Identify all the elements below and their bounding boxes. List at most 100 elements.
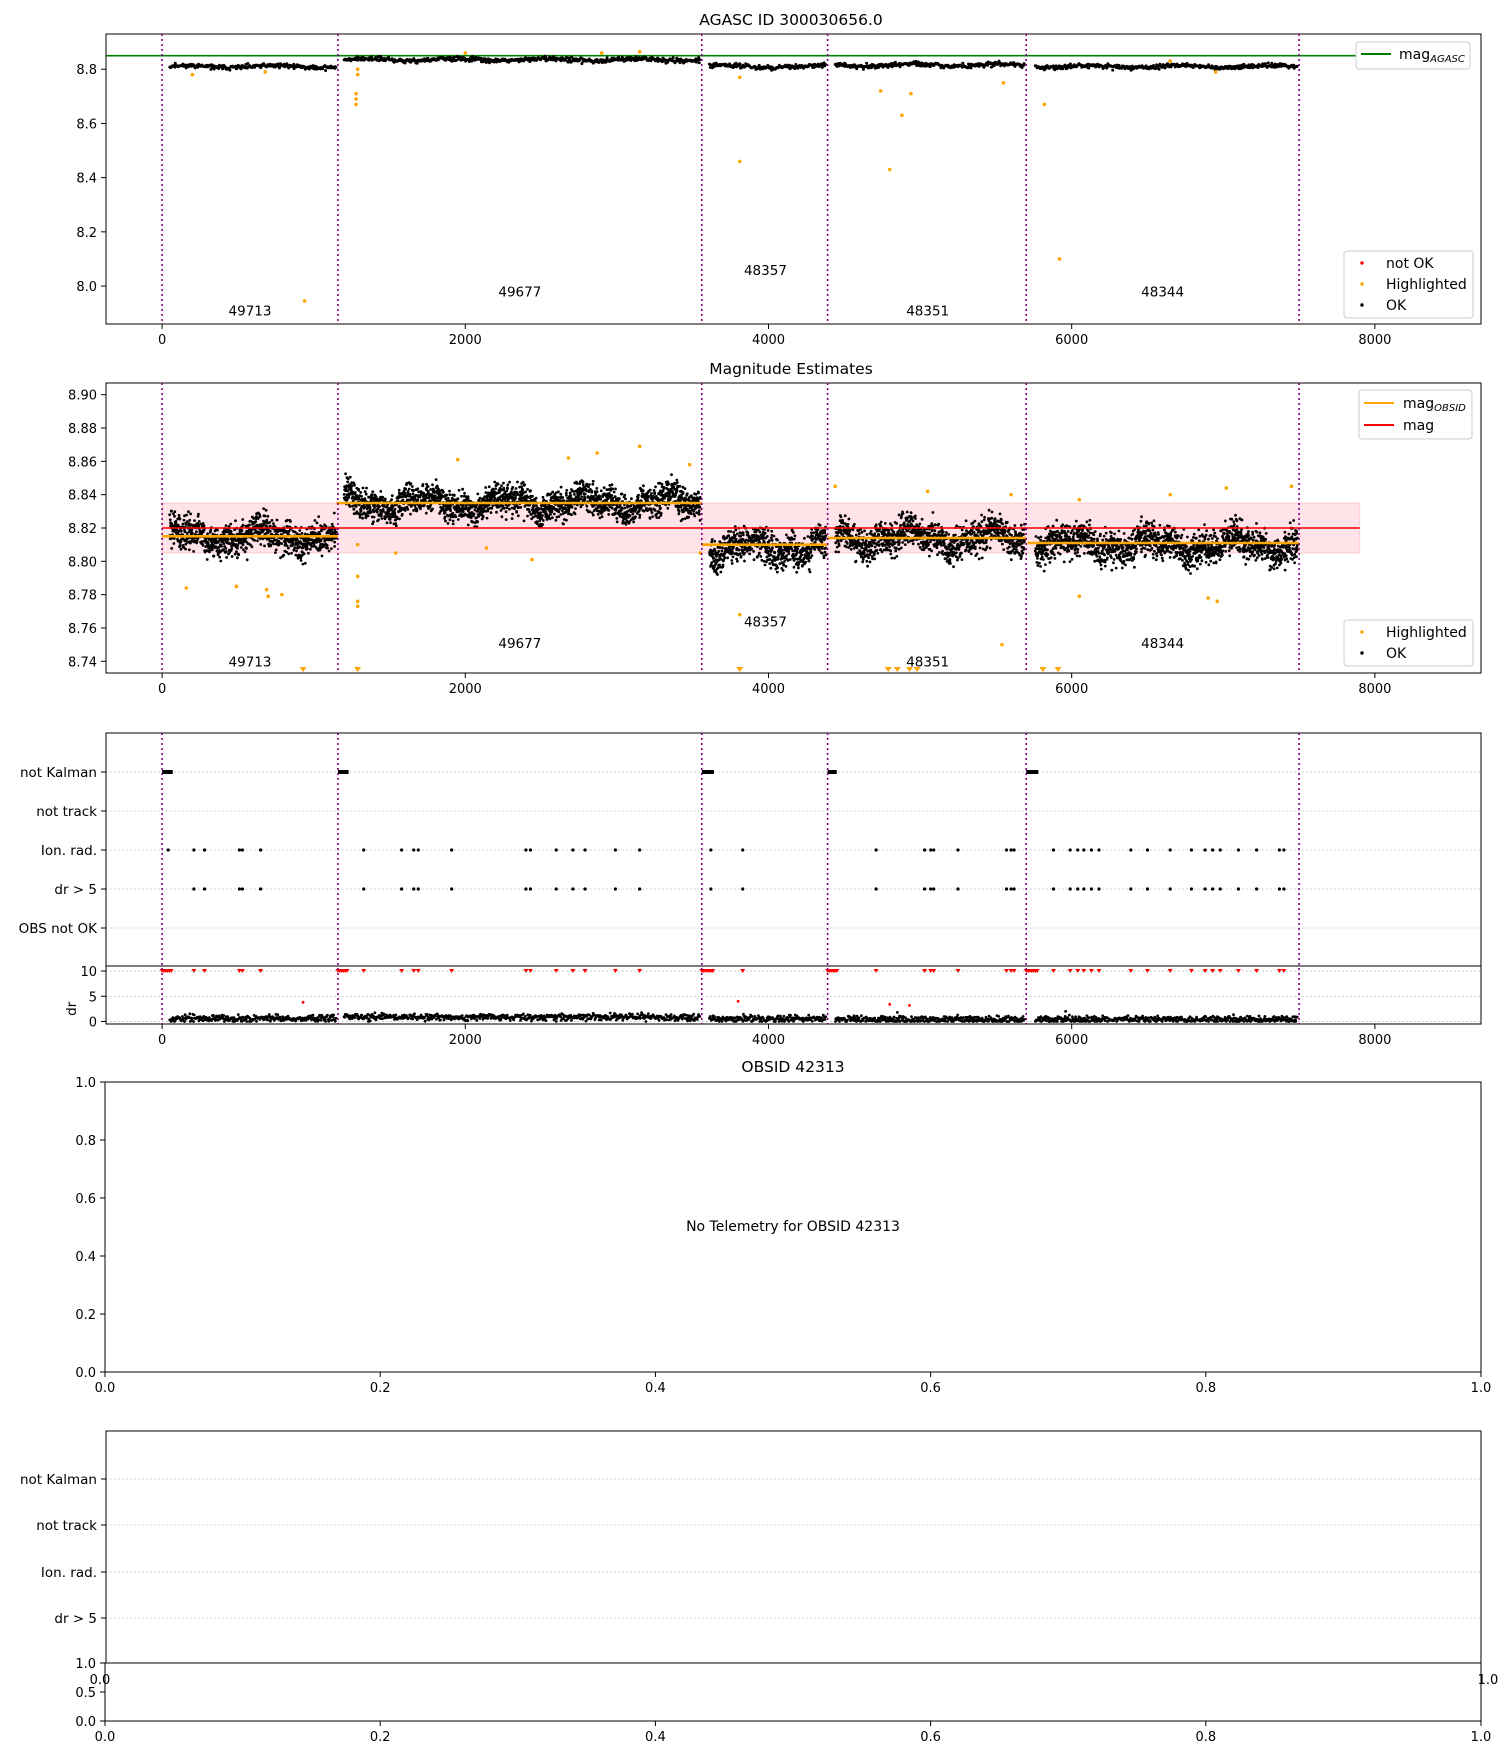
ok-point [451, 519, 455, 523]
ok-point [309, 547, 312, 551]
ok-point [278, 65, 282, 69]
ok-point [1166, 62, 1169, 66]
ok-point [743, 559, 746, 563]
ok-point [269, 543, 272, 546]
highlighted-point [637, 49, 642, 54]
ok-point [344, 487, 348, 490]
ok-point [588, 483, 591, 486]
ok-point [613, 512, 617, 516]
ok-point [620, 492, 624, 496]
ok-point [559, 492, 563, 496]
ok-point [416, 498, 419, 502]
ok-point [264, 508, 268, 512]
ok-point [651, 515, 655, 518]
ok-point [220, 544, 223, 548]
ok-point [293, 546, 297, 549]
ok-point [743, 551, 746, 555]
ok-point [514, 496, 517, 500]
ok-point [1053, 68, 1057, 72]
ok-point [268, 529, 272, 533]
ok-point [607, 509, 611, 512]
ok-point [444, 519, 447, 523]
ok-point [381, 496, 385, 499]
ok-point [168, 513, 172, 517]
ok-point [559, 513, 563, 516]
ok-point [677, 510, 681, 513]
ok-point [659, 506, 662, 510]
ok-point [787, 550, 791, 553]
ok-point [694, 492, 698, 496]
ok-point [206, 532, 210, 536]
ok-point [731, 555, 735, 559]
ok-point [660, 482, 664, 486]
ok-point [620, 507, 624, 511]
ok-point [229, 530, 233, 533]
ok-point [510, 517, 514, 520]
ok-point [463, 491, 466, 495]
ok-point [610, 483, 614, 487]
ok-point [573, 493, 576, 496]
ok-point [363, 490, 367, 493]
ok-point [715, 555, 718, 558]
ok-point [259, 543, 263, 546]
ok-point [193, 519, 196, 522]
ok-point [541, 523, 544, 526]
estimates-chart-title: Magnitude Estimates [709, 360, 873, 378]
ok-point [185, 513, 189, 517]
ok-point [323, 538, 327, 542]
ok-point [1154, 67, 1158, 71]
ok-point [508, 507, 511, 511]
ok-point [638, 513, 642, 517]
ok-point [599, 497, 603, 501]
ok-point [720, 549, 724, 553]
ok-point [263, 514, 267, 518]
ok-point [758, 530, 762, 534]
ok-point [380, 512, 383, 515]
ok-point [769, 553, 773, 557]
ok-point [689, 512, 693, 516]
ok-point [333, 545, 336, 548]
ok-point [235, 550, 238, 554]
ok-point [678, 484, 682, 488]
ok-point [178, 543, 182, 547]
ok-point [514, 487, 518, 490]
ok-point [495, 60, 499, 64]
highlighted-point [1042, 102, 1047, 107]
ok-point [487, 485, 491, 489]
ok-point [490, 506, 494, 510]
ok-point [202, 524, 206, 528]
ok-point [301, 562, 305, 566]
agasc-magnitude-panel: AGASC ID 300030656.0 8.08.28.48.68.80 200… [76, 11, 1482, 348]
ok-point [677, 512, 681, 516]
ok-point [653, 509, 657, 512]
ok-point [785, 533, 788, 537]
ok-point [184, 523, 188, 526]
ok-point [602, 486, 606, 490]
ok-point [527, 508, 531, 511]
ok-point [732, 530, 736, 534]
ok-point [610, 494, 614, 497]
ok-point [550, 516, 554, 520]
ok-point [245, 558, 249, 562]
obsid-label: 48357 [744, 263, 787, 279]
ok-point [501, 504, 505, 508]
ok-point [681, 491, 685, 495]
ok-point [360, 494, 363, 498]
ok-point [611, 487, 614, 491]
obsid-label: 48351 [906, 303, 949, 319]
ok-point [544, 510, 548, 513]
ok-point [192, 550, 196, 553]
ok-point [325, 544, 329, 547]
ok-point [511, 512, 514, 516]
ok-point [263, 544, 266, 548]
ok-point [478, 496, 482, 500]
ok-point [285, 518, 289, 522]
ok-point [197, 520, 201, 523]
ok-point [197, 512, 200, 516]
ok-point [399, 509, 403, 513]
ok-point [382, 509, 385, 513]
ok-point [648, 517, 652, 520]
ok-point [470, 59, 474, 63]
legend-highlighted-label: Highlighted [1386, 277, 1467, 293]
ok-point [246, 62, 250, 65]
